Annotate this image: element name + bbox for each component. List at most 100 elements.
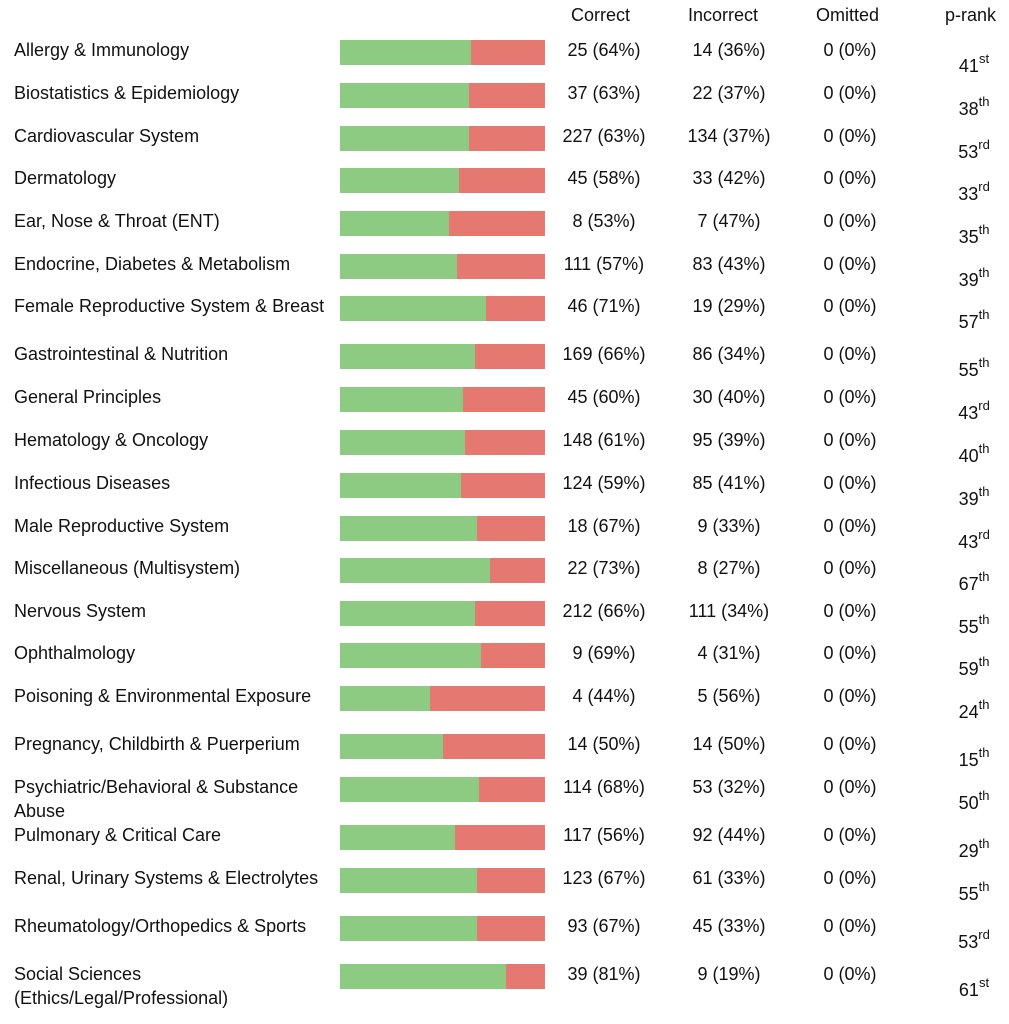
incorrect-value: 22 (37%) [692, 83, 766, 103]
p-rank-value: 59th [930, 652, 1009, 681]
score-bar [340, 83, 545, 108]
score-bar [340, 558, 545, 583]
correct-value: 124 (59%) [562, 473, 646, 493]
correct-bar-segment [340, 296, 486, 321]
p-rank-number: 61 [958, 980, 979, 1000]
score-bar [340, 516, 545, 541]
correct-bar-segment [340, 83, 470, 108]
score-bar [340, 344, 545, 369]
correct-bar-segment [340, 643, 482, 668]
subject-name: Renal, Urinary Systems & Electrolytes [14, 868, 319, 888]
omitted-value: 0 (0%) [823, 964, 877, 984]
p-rank-suffix: th [978, 222, 990, 237]
incorrect-bar-segment [489, 558, 545, 583]
p-rank-suffix: th [978, 697, 990, 712]
subject-name: Hematology & Oncology [14, 430, 209, 450]
score-bar [340, 211, 545, 236]
p-rank-value: 57th [930, 305, 1009, 334]
score-bar [340, 777, 545, 802]
correct-value: 18 (67%) [567, 516, 641, 536]
correct-value: 25 (64%) [567, 40, 641, 60]
correct-value: 46 (71%) [567, 296, 641, 316]
p-rank-number: 53 [958, 142, 979, 162]
header-correct: Correct [571, 5, 631, 25]
correct-value: 45 (58%) [567, 168, 641, 188]
subject-name: Miscellaneous (Multisystem) [14, 558, 241, 578]
omitted-value: 0 (0%) [823, 868, 877, 888]
subject-name: Ophthalmology [14, 643, 136, 663]
correct-value: 123 (67%) [562, 868, 646, 888]
score-bar [340, 430, 545, 455]
incorrect-bar-segment [475, 344, 545, 369]
omitted-value: 0 (0%) [823, 825, 877, 845]
p-rank-number: 43 [958, 403, 979, 423]
p-rank-suffix: st [978, 51, 990, 66]
incorrect-value: 33 (42%) [692, 168, 766, 188]
p-rank-number: 15 [958, 750, 979, 770]
subject-name: Poisoning & Environmental Exposure [14, 686, 312, 706]
p-rank-number: 39 [958, 270, 979, 290]
correct-value: 8 (53%) [572, 211, 636, 231]
p-rank-number: 57 [958, 312, 979, 332]
correct-bar-segment [340, 777, 480, 802]
incorrect-bar-segment [477, 916, 545, 941]
p-rank-value: 39th [930, 482, 1009, 511]
p-rank-suffix: th [978, 745, 990, 760]
correct-bar-segment [340, 516, 478, 541]
correct-bar-segment [340, 344, 476, 369]
incorrect-bar-segment [469, 83, 545, 108]
incorrect-value: 53 (32%) [692, 777, 766, 797]
score-bar [340, 40, 545, 65]
correct-bar-segment [340, 734, 443, 759]
p-rank-value: 40th [930, 439, 1009, 468]
omitted-value: 0 (0%) [823, 83, 877, 103]
omitted-value: 0 (0%) [823, 430, 877, 450]
p-rank-value: 35th [930, 220, 1009, 249]
p-rank-number: 55 [958, 617, 979, 637]
p-rank-value: 55th [930, 610, 1009, 639]
score-bar [340, 734, 545, 759]
subject-name: Social Sciences (Ethics/Legal/Profession… [14, 964, 229, 1008]
omitted-value: 0 (0%) [823, 296, 877, 316]
correct-bar-segment [340, 558, 490, 583]
omitted-value: 0 (0%) [823, 126, 877, 146]
incorrect-bar-segment [448, 211, 545, 236]
subject-name: Infectious Diseases [14, 473, 171, 493]
incorrect-value: 85 (41%) [692, 473, 766, 493]
incorrect-bar-segment [456, 254, 545, 279]
score-bar [340, 126, 545, 151]
subject-name: Psychiatric/Behavioral & Substance Abuse [14, 777, 299, 821]
p-rank-value: 39th [930, 263, 1009, 292]
omitted-value: 0 (0%) [823, 734, 877, 754]
p-rank-suffix: rd [978, 398, 990, 413]
correct-bar-segment [340, 825, 455, 850]
score-bar [340, 296, 545, 321]
subject-name: Nervous System [14, 601, 147, 621]
incorrect-value: 14 (36%) [692, 40, 766, 60]
subject-name: Allergy & Immunology [14, 40, 190, 60]
score-bar [340, 825, 545, 850]
incorrect-bar-segment [477, 516, 545, 541]
incorrect-value: 9 (33%) [697, 516, 761, 536]
omitted-value: 0 (0%) [823, 387, 877, 407]
correct-bar-segment [340, 964, 507, 989]
incorrect-value: 86 (34%) [692, 344, 766, 364]
correct-bar-segment [340, 601, 476, 626]
omitted-value: 0 (0%) [823, 558, 877, 578]
incorrect-bar-segment [479, 777, 545, 802]
subject-name: Pulmonary & Critical Care [14, 825, 222, 845]
score-bar [340, 868, 545, 893]
correct-value: 111 (57%) [563, 254, 645, 274]
subject-name: Biostatistics & Epidemiology [14, 83, 240, 103]
correct-value: 117 (56%) [563, 825, 645, 845]
p-rank-number: 55 [958, 884, 979, 904]
omitted-value: 0 (0%) [823, 40, 877, 60]
correct-bar-segment [340, 473, 461, 498]
p-rank-suffix: th [978, 307, 990, 322]
incorrect-bar-segment [475, 601, 545, 626]
p-rank-value: 61st [930, 973, 1009, 1002]
p-rank-number: 55 [958, 360, 979, 380]
correct-value: 4 (44%) [572, 686, 636, 706]
correct-value: 9 (69%) [572, 643, 636, 663]
p-rank-value: 15th [930, 743, 1009, 772]
